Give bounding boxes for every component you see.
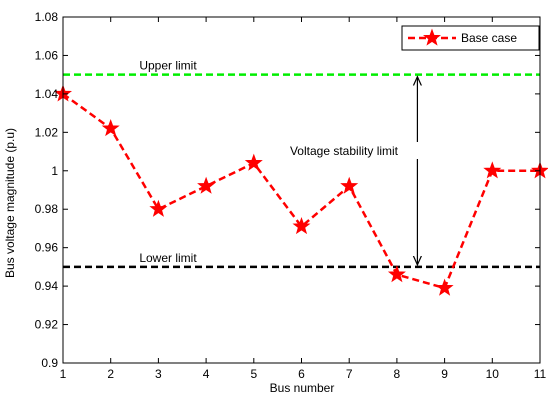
data-point-star xyxy=(435,278,454,296)
legend-box xyxy=(401,25,540,51)
data-point-star xyxy=(244,153,263,171)
data-point-star xyxy=(149,199,168,217)
x-tick-label: 7 xyxy=(346,367,353,381)
y-tick-label: 1.02 xyxy=(35,125,59,139)
x-tick-label: 8 xyxy=(394,367,401,381)
plot-background xyxy=(63,17,540,363)
data-point-star xyxy=(292,217,311,235)
data-point-star xyxy=(197,176,216,194)
y-tick-label: 1 xyxy=(51,164,58,178)
x-tick-label: 4 xyxy=(203,367,210,381)
legend-series-label: Base case xyxy=(461,31,517,45)
plot-area xyxy=(63,17,540,363)
x-axis-label: Bus number xyxy=(270,381,335,395)
x-tick-label: 3 xyxy=(155,367,162,381)
x-tick-label: 11 xyxy=(534,367,547,381)
legend-star-marker xyxy=(422,28,442,46)
data-point-star xyxy=(101,119,120,137)
y-tick-label: 1.06 xyxy=(35,48,59,62)
x-tick-label: 2 xyxy=(107,367,114,381)
x-tick-label: 5 xyxy=(250,367,257,381)
x-tick-label: 6 xyxy=(298,367,305,381)
y-tick-label: 0.94 xyxy=(35,279,59,293)
y-axis-label: Bus voltage magnitude (p.u) xyxy=(3,128,17,278)
y-tick-label: 0.9 xyxy=(41,356,58,370)
y-tick-label: 1.04 xyxy=(35,87,59,101)
axes: 1 2 3 4 5 6 7 8 9 10 11 0.9 0.92 0.94 0.96 0.98 1 1.02 1.0… xyxy=(35,10,547,381)
series-line xyxy=(62,92,540,290)
lower-limit-label: Lower limit xyxy=(139,251,197,265)
data-point-star xyxy=(340,176,359,194)
x-tick-label: 1 xyxy=(60,367,67,381)
y-tick-label: 0.96 xyxy=(35,241,59,255)
x-tick-label: 10 xyxy=(486,367,500,381)
y-tick-label: 0.98 xyxy=(35,202,59,216)
x-tick-label: 9 xyxy=(441,367,448,381)
annotation-label: Voltage stability limit xyxy=(290,144,399,158)
upper-limit-label: Upper limit xyxy=(139,59,197,73)
data-point-star xyxy=(387,265,406,283)
data-point-star xyxy=(483,161,502,179)
annotation-layer: Voltage stability limit xyxy=(290,77,444,265)
annotation-label-background xyxy=(305,142,444,159)
y-tick-label: 0.92 xyxy=(35,318,59,332)
y-tick-label: 1.08 xyxy=(35,10,59,24)
reference-lines: Upper limit Lower limit xyxy=(63,59,540,269)
legend: Base case xyxy=(401,25,540,51)
